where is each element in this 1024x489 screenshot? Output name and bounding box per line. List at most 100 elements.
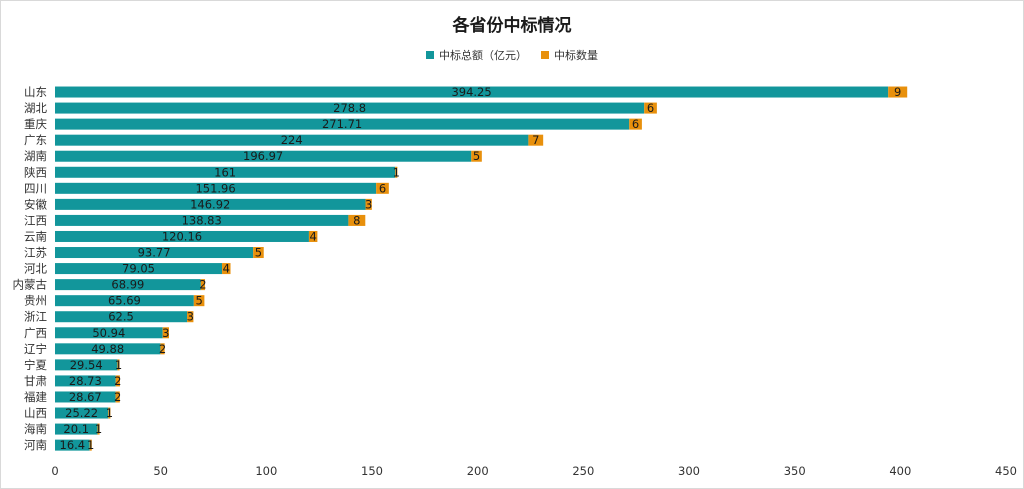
bar-amount [55, 150, 472, 162]
bar-amount [55, 295, 194, 307]
category-label: 安徽 [24, 197, 47, 211]
x-tick-label: 200 [467, 464, 489, 478]
bar-amount [55, 423, 98, 435]
bar-count [308, 230, 318, 242]
data-label-count: 4 [310, 229, 317, 243]
bar-amount [55, 311, 188, 323]
data-label-amount: 79.05 [122, 262, 155, 276]
bar-count [89, 439, 92, 451]
bar-amount [55, 327, 163, 339]
data-label-count: 3 [365, 197, 372, 211]
bar-count [253, 247, 264, 259]
x-tick-label: 300 [678, 464, 700, 478]
bar-amount [55, 407, 109, 419]
x-tick-label: 50 [153, 464, 168, 478]
data-label-count: 6 [379, 181, 386, 195]
bar-count [644, 102, 657, 114]
data-label-amount: 138.83 [182, 213, 222, 227]
category-label: 海南 [24, 422, 47, 436]
category-label: 山东 [24, 85, 47, 99]
bar-amount [55, 166, 396, 178]
data-label-count: 1 [393, 165, 400, 179]
data-label-count: 4 [223, 262, 230, 276]
bar-amount [55, 279, 201, 291]
category-label: 山西 [24, 406, 47, 420]
data-label-amount: 394.25 [451, 85, 491, 99]
bar-count [187, 311, 194, 323]
data-label-amount: 146.92 [190, 197, 230, 211]
bar-count [115, 391, 120, 403]
legend-label-amount: 中标总额（亿元） [439, 49, 527, 62]
bar-count [365, 198, 372, 210]
data-label-amount: 50.94 [92, 326, 125, 340]
legend-item-count[interactable]: 中标数量 [541, 47, 598, 63]
category-label: 四川 [24, 181, 47, 195]
chart-title: 各省份中标情况 [452, 16, 572, 36]
data-label-count: 2 [159, 342, 166, 356]
category-label: 河北 [24, 262, 47, 276]
bar-amount [55, 247, 254, 259]
data-label-amount: 224 [281, 133, 303, 147]
category-label: 重庆 [24, 117, 47, 131]
bar-count [376, 182, 389, 194]
x-tick-label: 350 [784, 464, 806, 478]
data-label-count: 3 [162, 326, 169, 340]
bar-amount [55, 214, 349, 226]
bar-count [888, 86, 908, 98]
legend-item-amount[interactable]: 中标总额（亿元） [426, 47, 527, 63]
data-label-count: 1 [95, 422, 102, 436]
bar-amount [55, 230, 309, 242]
x-tick-label: 150 [361, 464, 383, 478]
bar-amount [55, 263, 223, 275]
category-label: 云南 [24, 229, 47, 243]
data-label-count: 5 [473, 149, 480, 163]
bar-amount [55, 439, 90, 451]
data-label-amount: 20.1 [63, 422, 89, 436]
data-label-amount: 29.54 [70, 358, 103, 372]
data-label-amount: 49.88 [91, 342, 124, 356]
bar-count [115, 375, 120, 387]
category-label: 广西 [24, 326, 47, 340]
category-label: 湖南 [24, 149, 47, 163]
x-tick-label: 400 [889, 464, 911, 478]
bar-count [222, 263, 231, 275]
bar-amount [55, 182, 377, 194]
category-label: 陕西 [24, 165, 47, 179]
bar-count [162, 327, 169, 339]
category-label: 宁夏 [24, 358, 47, 372]
category-label: 甘肃 [24, 374, 47, 388]
bar-amount [55, 102, 645, 114]
bar-count [108, 407, 111, 419]
bar-amount [55, 343, 161, 355]
data-label-amount: 278.8 [333, 101, 366, 115]
data-label-amount: 62.5 [108, 310, 134, 324]
data-label-count: 3 [187, 310, 194, 324]
bar-count [117, 359, 120, 371]
data-label-amount: 196.97 [243, 149, 283, 163]
legend-label-count: 中标数量 [554, 49, 598, 62]
x-tick-label: 250 [572, 464, 594, 478]
x-tick-label: 450 [995, 464, 1017, 478]
data-label-count: 6 [647, 101, 654, 115]
category-label: 浙江 [24, 310, 47, 324]
data-label-count: 1 [106, 406, 113, 420]
data-label-count: 1 [87, 438, 94, 452]
bar-count [528, 134, 544, 146]
bar-amount [55, 359, 118, 371]
bar-amount [55, 391, 116, 403]
data-label-amount: 16.4 [60, 438, 86, 452]
bar-amount [55, 86, 889, 98]
data-label-amount: 161 [214, 165, 236, 179]
bar-count [395, 166, 398, 178]
x-tick-label: 100 [255, 464, 277, 478]
bar-count [160, 343, 165, 355]
category-label: 福建 [24, 390, 47, 404]
bar-amount [55, 375, 116, 387]
data-label-amount: 68.99 [111, 278, 144, 292]
data-label-count: 1 [115, 358, 122, 372]
data-label-amount: 151.96 [195, 181, 235, 195]
data-label-amount: 65.69 [108, 294, 141, 308]
legend-swatch-amount [426, 51, 434, 59]
data-label-amount: 28.67 [69, 390, 102, 404]
